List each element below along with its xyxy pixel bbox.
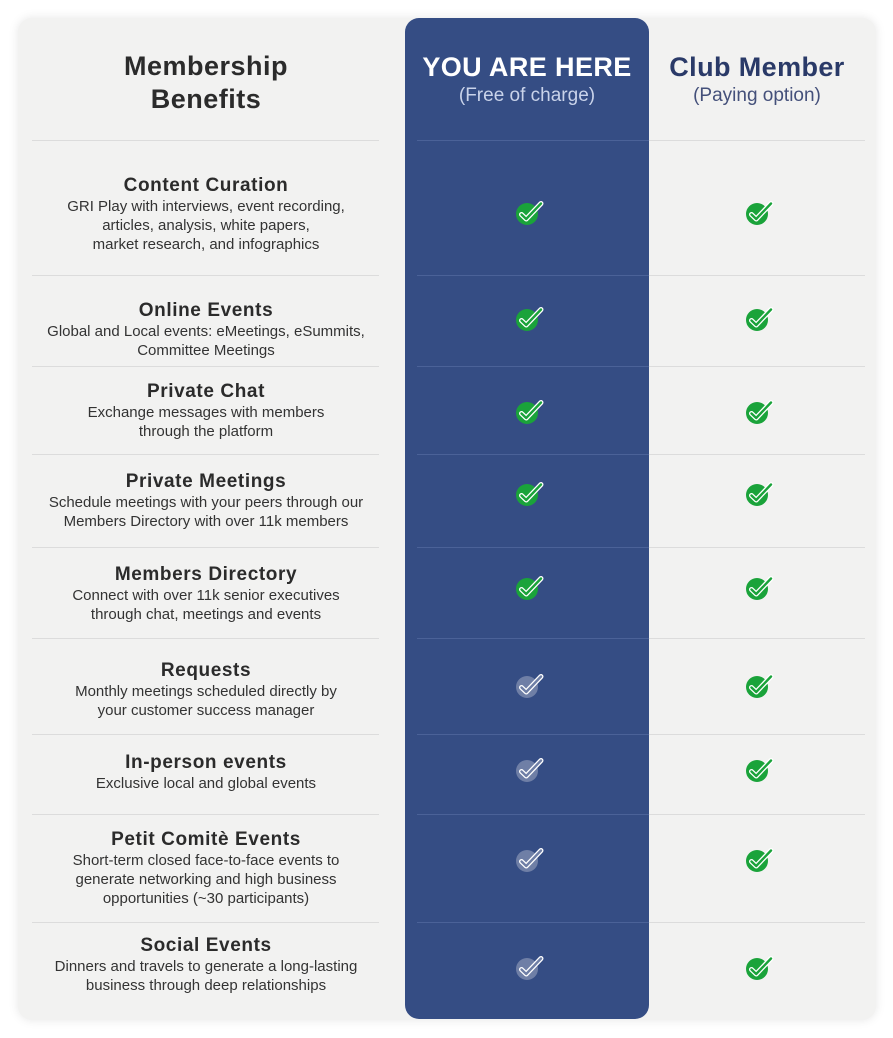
benefit-description-line: articles, analysis, white papers, (102, 217, 310, 234)
benefit-title: Petit Comitè Events (111, 829, 301, 850)
benefit-description-line: Connect with over 11k senior executives (72, 587, 340, 604)
benefit-description-line: Exclusive local and global events (95, 775, 317, 792)
benefit-title: Online Events (138, 300, 274, 321)
free-included-check-icon (514, 304, 544, 334)
free-unavailable-check-icon (514, 845, 544, 875)
paid-column-divider (649, 140, 865, 141)
benefit-description-line: Schedule meetings with your peers throug… (48, 494, 364, 511)
benefit-divider (32, 547, 379, 548)
benefit-row-text: Private Chat Exchange messages with membe… (32, 381, 380, 441)
free-included-check-icon (514, 397, 544, 427)
paid-column-divider (649, 366, 865, 367)
paid-included-check-icon (744, 397, 774, 427)
benefit-row-text: Private Meetings Schedule meetings with y… (32, 471, 380, 531)
free-plan-title: YOU ARE HERE (422, 52, 632, 82)
paid-column-divider (649, 275, 865, 276)
benefit-divider (32, 454, 379, 455)
paid-included-check-icon (744, 304, 774, 334)
benefit-divider (32, 366, 379, 367)
free-included-check-icon (514, 573, 544, 603)
paid-included-check-icon (744, 671, 774, 701)
paid-column-divider (649, 734, 865, 735)
benefit-description-line: Committee Meetings (137, 342, 275, 359)
benefit-description-line: through the platform (138, 423, 274, 440)
paid-included-check-icon (744, 479, 774, 509)
free-column-divider (417, 366, 649, 367)
benefit-divider (32, 140, 379, 141)
benefit-row-text: In-person events Exclusive local and glob… (32, 752, 380, 793)
benefit-description-line: GRI Play with interviews, event recordin… (67, 198, 345, 215)
benefit-row-text: Online Events Global and Local events: eM… (32, 300, 380, 360)
benefit-title: Private Meetings (125, 471, 287, 492)
free-included-check-icon (514, 198, 544, 228)
benefits-header-line2: Benefits (150, 84, 262, 114)
benefit-title: Content Curation (123, 175, 289, 196)
benefit-description-line: Monthly meetings scheduled directly by (75, 683, 337, 700)
benefit-row-text: Members Directory Connect with over 11k s… (32, 564, 380, 624)
paid-column-divider (649, 547, 865, 548)
benefit-description-line: opportunities (~30 participants) (102, 890, 310, 907)
benefit-title: Private Chat (146, 381, 266, 402)
paid-included-check-icon (744, 198, 774, 228)
free-column-divider (417, 814, 649, 815)
free-plan-subtitle: (Free of charge) (458, 85, 596, 106)
benefit-description-line: market research, and infographics (92, 236, 320, 253)
benefit-description-line: Short-term closed face-to-face events to (72, 852, 340, 869)
paid-plan-header: Club Member (Paying option) (649, 50, 865, 108)
paid-plan-subtitle: (Paying option) (693, 85, 821, 106)
benefits-header-line1: Membership (123, 51, 289, 81)
paid-plan-title: Club Member (669, 52, 845, 82)
free-column-divider (417, 454, 649, 455)
free-column-divider (417, 638, 649, 639)
paid-column-divider (649, 814, 865, 815)
benefit-description-line: your customer success manager (97, 702, 315, 719)
benefit-title: Social Events (140, 935, 272, 956)
benefit-divider (32, 275, 379, 276)
benefit-row-text: Content Curation GRI Play with interviews… (32, 175, 380, 254)
benefit-description-line: business through deep relationships (85, 977, 327, 994)
free-column-divider (417, 547, 649, 548)
benefit-title: Requests (160, 660, 252, 681)
benefit-description-line: Exchange messages with members (87, 404, 325, 421)
paid-column-divider (649, 922, 865, 923)
paid-column-divider (649, 454, 865, 455)
benefit-description-line: through chat, meetings and events (90, 606, 322, 623)
paid-included-check-icon (744, 845, 774, 875)
paid-included-check-icon (744, 573, 774, 603)
paid-column-divider (649, 638, 865, 639)
free-unavailable-check-icon (514, 671, 544, 701)
free-unavailable-check-icon (514, 953, 544, 983)
benefit-divider (32, 922, 379, 923)
free-included-check-icon (514, 479, 544, 509)
benefit-description-line: generate networking and high business (75, 871, 337, 888)
benefit-description-line: Global and Local events: eMeetings, eSum… (47, 323, 365, 340)
benefit-row-text: Petit Comitè Events Short-term closed fac… (32, 829, 380, 908)
free-column-divider (417, 922, 649, 923)
benefit-divider (32, 734, 379, 735)
benefit-row-text: Requests Monthly meetings scheduled direc… (32, 660, 380, 720)
free-unavailable-check-icon (514, 755, 544, 785)
benefits-column-header: Membership Benefits (32, 50, 380, 116)
benefit-description-line: Dinners and travels to generate a long-l… (54, 958, 358, 975)
free-plan-header: YOU ARE HERE (Free of charge) (405, 50, 649, 108)
free-column-divider (417, 140, 649, 141)
benefit-description-line: Members Directory with over 11k members (63, 513, 349, 530)
paid-included-check-icon (744, 953, 774, 983)
paid-included-check-icon (744, 755, 774, 785)
benefit-row-text: Social Events Dinners and travels to gene… (32, 935, 380, 995)
free-column-divider (417, 734, 649, 735)
benefit-divider (32, 638, 379, 639)
benefit-title: In-person events (125, 752, 287, 773)
benefit-title: Members Directory (114, 564, 298, 585)
benefit-divider (32, 814, 379, 815)
free-column-divider (417, 275, 649, 276)
